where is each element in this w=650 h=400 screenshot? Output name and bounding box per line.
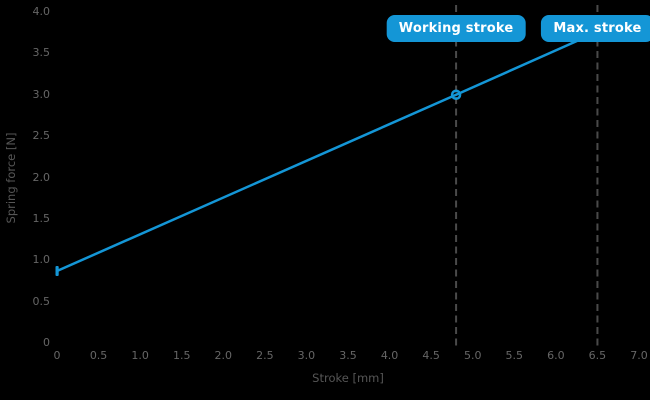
y-tick-label: 1.0 [32,253,51,267]
working-point-marker [450,89,462,100]
x-tick-label: 1.5 [172,349,191,362]
x-tick-label: 5.5 [505,349,524,362]
y-tick-label: 3.0 [32,87,51,101]
y-tick-label: 4.0 [32,5,51,18]
x-tick-label: 6.0 [547,349,565,362]
x-tick-label: 2.0 [214,349,233,362]
x-tick-label: 3.0 [297,349,316,362]
y-tick-label: 0.5 [32,294,51,308]
y-tick-label: 3.5 [32,46,51,60]
y-tick-label: 1.5 [32,211,51,225]
y-tick-label: 2.5 [32,129,51,143]
spring-force-line [56,30,598,273]
x-tick-label: 5.0 [463,349,482,362]
x-tick-label: 0.5 [89,349,108,362]
y-tick-label: 0 [43,336,50,349]
x-tick-label: 3.5 [339,349,357,362]
x-tick-label: 4.5 [422,349,440,362]
x-tick-label: 6.5 [588,349,607,362]
x-axis-title: Stroke [mm] [312,371,384,385]
x-tick-label: 0 [53,349,61,362]
working-stroke-label: Working stroke [386,15,526,42]
x-tick-label: 4.0 [380,349,399,362]
x-tick-label: 1.0 [131,349,149,362]
y-tick-label: 2.0 [32,170,51,184]
line-start-marker [55,266,59,277]
x-tick-label: 2.5 [256,349,274,362]
max-stroke-label: Max. stroke [541,15,650,42]
x-tick-label: 7.0 [630,349,648,362]
